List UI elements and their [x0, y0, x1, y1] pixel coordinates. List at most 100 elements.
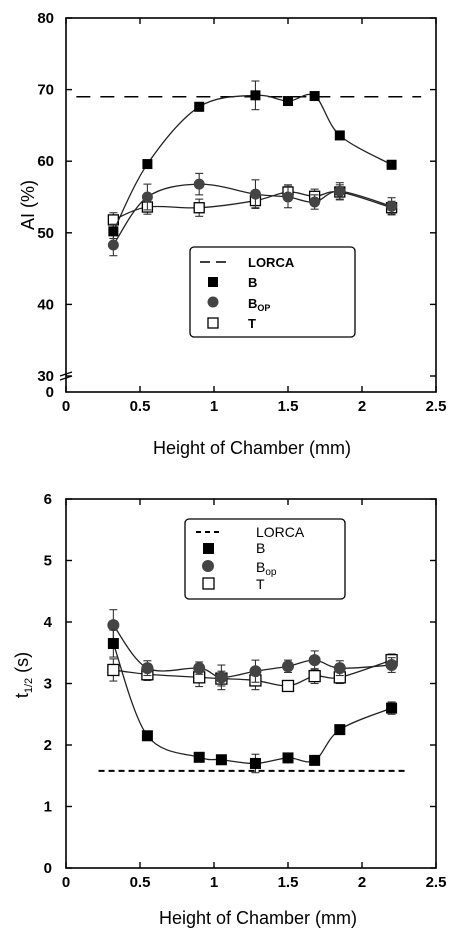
x-tick-label: 1: [210, 398, 218, 415]
y-axis-ticks: 0 1 2 3 4 5 6: [44, 491, 436, 877]
x-axis-ticks: 0 0.5 1 1.5 2 2.5: [62, 18, 446, 415]
y-axis-break: [59, 371, 73, 381]
y-axis-ticks: 030 40 50 60 70 80: [37, 10, 436, 401]
data-point-b: [282, 752, 294, 764]
legend-b-symbol: [208, 277, 218, 287]
y-tick-label: 0: [46, 384, 54, 401]
data-point-b: [283, 96, 293, 107]
data-point-b: [386, 702, 398, 714]
data-point-bop: [215, 671, 228, 684]
data-point-bop: [309, 196, 321, 208]
legend-bop-label: Bop: [256, 559, 277, 578]
legend-bop-main: B: [256, 559, 265, 575]
data-point-b: [107, 638, 119, 650]
y-tick-label: 40: [37, 296, 54, 313]
y-axis-title: AI (%): [18, 180, 38, 230]
x-tick-label: 2: [358, 398, 366, 415]
legend-bop-symbol: [207, 296, 219, 308]
series-group: [107, 80, 398, 257]
data-point-t: [281, 679, 295, 693]
x-tick-label: 1.5: [278, 398, 299, 415]
data-point-b: [334, 724, 346, 736]
x-tick-label: 0: [62, 874, 70, 891]
legend-bop-symbol: [202, 560, 214, 572]
legend-t-label: T: [248, 316, 256, 331]
x-tick-label: 0: [62, 398, 70, 415]
data-point-b: [250, 90, 261, 101]
legend: LORCA B BOP T: [189, 246, 356, 338]
series-b: [108, 80, 397, 240]
y-tick-label: 5: [44, 553, 52, 570]
data-point-bop: [249, 665, 262, 678]
legend: LORCA B Bop T: [184, 518, 346, 600]
y-tick-label: 0: [44, 860, 52, 877]
legend-bop-label: BOP: [248, 296, 270, 313]
data-point-bop: [282, 191, 294, 203]
data-point-b: [309, 91, 320, 102]
data-point-bop: [282, 660, 294, 673]
data-point-bop: [107, 619, 120, 632]
x-tick-label: 0.5: [130, 874, 151, 891]
y-axis-title-main: t: [12, 693, 32, 698]
legend-b-label: B: [248, 275, 257, 290]
y-tick-label: 80: [37, 10, 54, 27]
y-tick-label: 2: [44, 737, 52, 754]
legend-bop-subscript: op: [265, 567, 277, 578]
y-tick-label: 70: [37, 82, 54, 99]
series-curve: [112, 643, 392, 765]
y-tick-label: 3: [44, 676, 52, 693]
data-point-bop: [193, 178, 205, 190]
y-axis-title-subscript: 1/2: [23, 678, 35, 693]
legend-lorca-label: LORCA: [248, 255, 295, 270]
y-tick-label: 60: [37, 153, 54, 170]
data-point-t: [193, 202, 205, 214]
data-point-bop: [333, 662, 346, 675]
y-axis-title: t1/2 (s): [12, 652, 35, 698]
series-curve: [112, 93, 392, 232]
legend-box: [184, 518, 346, 600]
data-point-bop: [141, 662, 154, 675]
series-b-op: [107, 609, 398, 691]
data-point-b: [194, 101, 205, 112]
data-point-b: [108, 226, 119, 237]
data-point-b: [386, 159, 397, 170]
x-tick-label: 1: [210, 874, 218, 891]
x-axis-ticks: 0 0.5 1 1.5 2 2.5: [62, 499, 447, 891]
data-point-b: [193, 751, 205, 763]
x-tick-label: 2.5: [426, 874, 447, 891]
data-point-b: [142, 159, 153, 170]
series-group: [107, 609, 398, 774]
data-point-bop: [334, 185, 346, 197]
data-point-t: [107, 663, 120, 677]
plot-frame: [65, 17, 437, 393]
legend-b-label: B: [256, 540, 265, 556]
data-point-bop: [385, 659, 398, 672]
chart-t-half: 0 1 2 3 4 5 6 0 0.5 1 1.5 2 2.5 t1/2 (s) Height of …: [12, 491, 446, 928]
legend-bop-main: B: [248, 296, 257, 311]
legend-bop-subscript: OP: [257, 303, 270, 313]
y-axis-title-suffix: (s): [12, 652, 32, 678]
legend-box: [189, 246, 356, 338]
data-point-bop: [249, 188, 261, 200]
y-tick-label: 1: [44, 799, 52, 816]
x-tick-label: 0.5: [130, 398, 151, 415]
x-axis-title: Height of Chamber (mm): [153, 438, 351, 458]
y-tick-label: 30: [37, 368, 54, 385]
data-point-b: [309, 754, 321, 766]
series-b: [107, 629, 398, 774]
x-tick-label: 1.5: [278, 874, 299, 891]
data-point-b: [249, 757, 261, 769]
legend-t-symbol: [202, 577, 215, 590]
data-point-bop: [193, 662, 206, 675]
data-point-b: [215, 754, 227, 766]
data-point-bop: [141, 191, 153, 203]
data-point-bop: [308, 654, 321, 667]
y-tick-label: 50: [37, 225, 54, 242]
data-point-b: [334, 130, 345, 141]
data-point-bop: [107, 239, 119, 251]
legend-t-label: T: [256, 576, 265, 592]
legend-t-symbol: [207, 317, 219, 329]
x-axis-title: Height of Chamber (mm): [159, 908, 357, 928]
